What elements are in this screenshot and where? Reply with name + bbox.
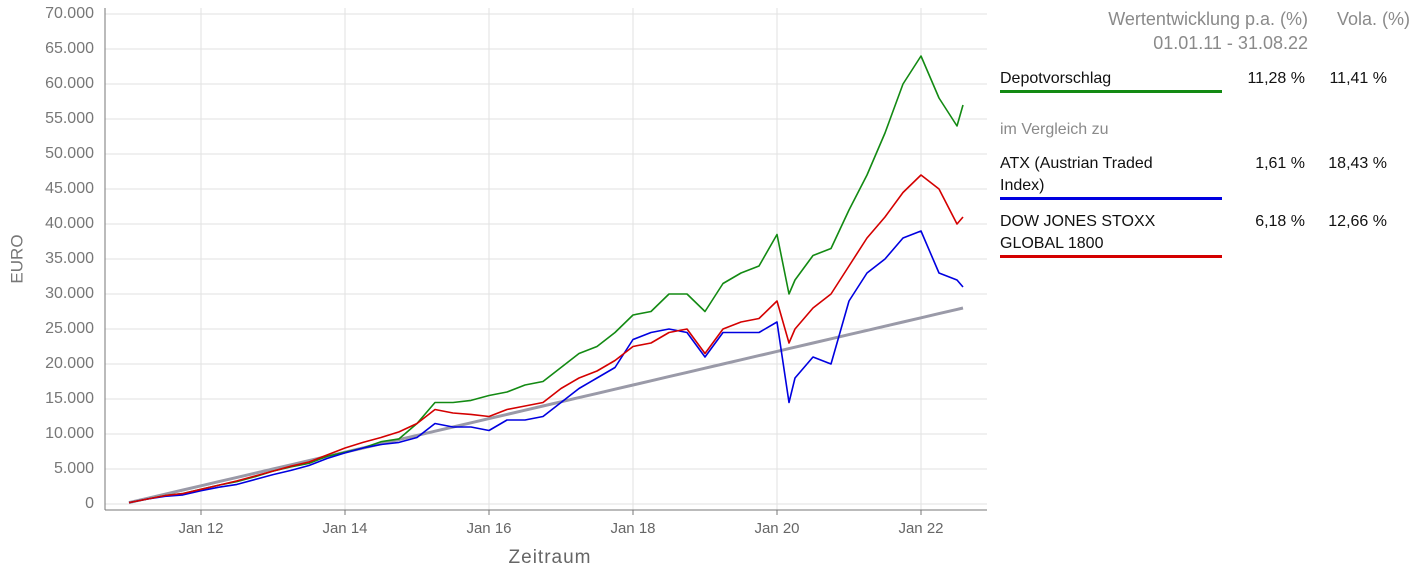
y-tick-label: 45.000 <box>45 180 94 197</box>
y-tick-label: 5.000 <box>54 460 94 477</box>
period: 01.01.11 - 31.08.22 <box>1153 33 1308 53</box>
y-tick-label: 60.000 <box>45 75 94 92</box>
vola: 18,43 % <box>1328 155 1387 172</box>
x-tick-label: Jan 18 <box>610 520 655 537</box>
header-performance: Wertentwicklung p.a. (%) <box>1108 9 1308 29</box>
legend-swatch <box>1000 255 1222 258</box>
y-tick-label: 70.000 <box>45 5 94 22</box>
y-tick-label: 40.000 <box>45 215 94 232</box>
performance: 1,61 % <box>1255 155 1305 172</box>
x-tick-label: Jan 20 <box>754 520 799 537</box>
performance: 11,28 % <box>1247 70 1305 87</box>
legend-name: DOW JONES STOXX GLOBAL 1800 <box>1000 213 1156 252</box>
x-tick-label: Jan 14 <box>322 520 367 537</box>
series-line <box>128 174 964 504</box>
x-tick-label: Jan 22 <box>898 520 943 537</box>
header-vola: Vola. (%) <box>1336 9 1410 29</box>
x-axis-title: Zeitraum <box>509 547 592 568</box>
y-axis-title: EURO <box>7 234 26 283</box>
y-tick-label: 65.000 <box>45 40 94 57</box>
legend-name: ATX (Austrian Traded Index) <box>1000 155 1153 194</box>
vola: 12,66 % <box>1328 213 1387 230</box>
y-tick-label: 30.000 <box>45 285 94 302</box>
y-tick-label: 55.000 <box>45 110 94 127</box>
y-tick-label: 50.000 <box>45 145 94 162</box>
y-tick-label: 10.000 <box>45 425 94 442</box>
y-tick-label: 20.000 <box>45 355 94 372</box>
vola: 11,41 % <box>1329 70 1387 87</box>
y-tick-label: 0 <box>85 495 94 512</box>
performance: 6,18 % <box>1255 213 1305 230</box>
x-tick-label: Jan 12 <box>178 520 223 537</box>
chart: EURO Zeitraum 0 5.000 10.000 15.000 20.000 25… <box>7 5 987 568</box>
legend-swatch <box>1000 197 1222 200</box>
comparison-label: im Vergleich zu <box>1000 121 1109 138</box>
y-tick-label: 15.000 <box>45 390 94 407</box>
y-tick-label: 25.000 <box>45 320 94 337</box>
series-line <box>128 55 964 504</box>
x-tick-label: Jan 16 <box>466 520 511 537</box>
y-tick-label: 35.000 <box>45 250 94 267</box>
legend-name: Depotvorschlag <box>1000 70 1112 87</box>
series-line <box>128 230 964 504</box>
legend-swatch <box>1000 90 1222 93</box>
